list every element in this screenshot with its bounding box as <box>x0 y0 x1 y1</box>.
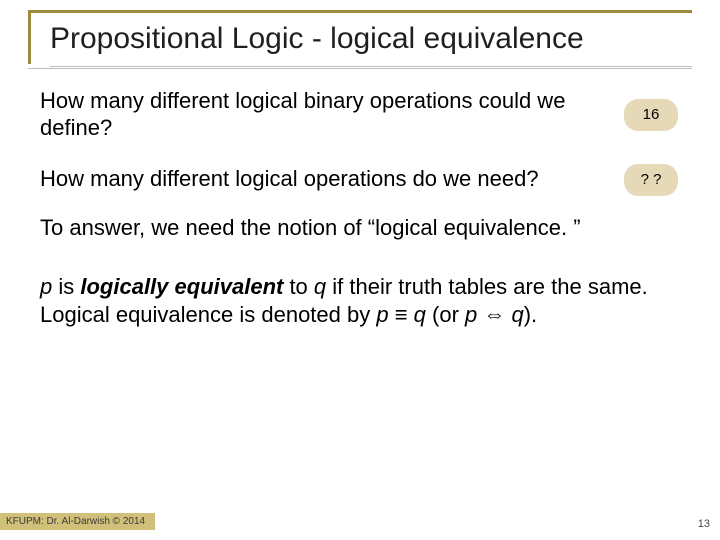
text-or-open: (or <box>426 302 465 327</box>
text-to: to <box>283 274 314 299</box>
answer-pill-1: 16 <box>624 99 678 131</box>
question-1-text: How many different logical binary operat… <box>40 88 570 142</box>
question-row-1: How many different logical binary operat… <box>40 88 688 142</box>
title-underline <box>28 68 692 69</box>
var-q: q <box>314 274 326 299</box>
slide-title: Propositional Logic - logical equivalenc… <box>50 19 692 67</box>
expr-p-iff-q: p ⇔ q <box>465 302 524 327</box>
text-is: is <box>52 274 80 299</box>
paragraph-1: To answer, we need the notion of “logica… <box>40 214 688 242</box>
text-close: ). <box>524 302 537 327</box>
slide: Propositional Logic - logical equivalenc… <box>0 0 720 540</box>
question-row-2: How many different logical operations do… <box>40 164 688 196</box>
var-p: p <box>40 274 52 299</box>
question-2-text: How many different logical operations do… <box>40 166 539 193</box>
footer-copyright: KFUPM: Dr. Al-Darwish © 2014 <box>0 513 155 530</box>
term-logically-equivalent: logically equivalent <box>80 274 283 299</box>
page-number: 13 <box>698 518 710 530</box>
expr-p-equiv-q: p ≡ q <box>376 302 426 327</box>
answer-pill-2: ? ? <box>624 164 678 196</box>
content: How many different logical binary operat… <box>40 88 688 328</box>
title-bar: Propositional Logic - logical equivalenc… <box>28 10 692 69</box>
paragraph-2: p is logically equivalent to q if their … <box>40 273 688 328</box>
